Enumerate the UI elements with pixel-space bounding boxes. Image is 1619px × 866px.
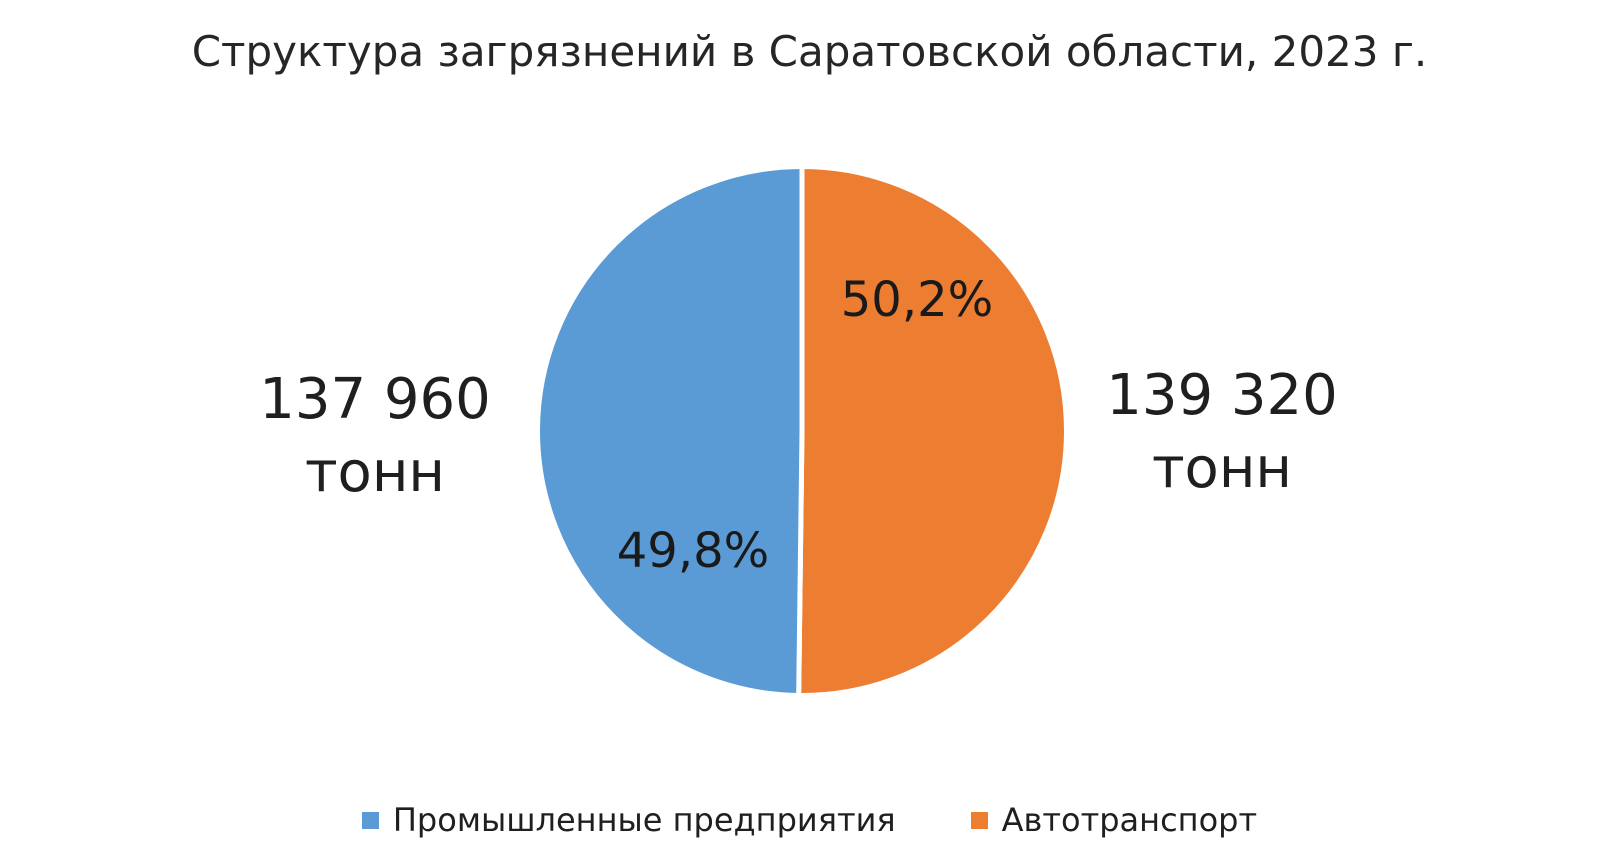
- value-number-industry: 137 960: [259, 367, 491, 432]
- pie-svg: [535, 164, 1070, 698]
- legend-swatch-transport-icon: [970, 811, 988, 829]
- percent-label-industry: 49,8%: [616, 523, 770, 579]
- chart-title: Структура загрязнений в Саратовской обла…: [191, 27, 1428, 76]
- pie-slice-industry: [535, 164, 805, 698]
- value-label-transport: 139 320 тонн: [1062, 364, 1382, 501]
- legend-label-transport: Автотранспорт: [1001, 801, 1258, 839]
- legend-label-industry: Промышленные предприятия: [392, 801, 896, 839]
- legend-swatch-industry-icon: [361, 811, 379, 829]
- unit-label-industry: тонн: [304, 440, 446, 505]
- pie-slice-transport: [796, 164, 1070, 698]
- legend-item-industry: Промышленные предприятия: [361, 801, 896, 839]
- value-label-industry: 137 960 тонн: [225, 368, 525, 505]
- legend-item-transport: Автотранспорт: [970, 801, 1258, 839]
- unit-label-transport: тонн: [1151, 436, 1293, 501]
- pie-chart: [532, 161, 1072, 701]
- legend: Промышленные предприятия Автотранспорт: [0, 801, 1619, 839]
- percent-label-transport: 50,2%: [840, 272, 994, 328]
- value-number-transport: 139 320: [1106, 363, 1338, 428]
